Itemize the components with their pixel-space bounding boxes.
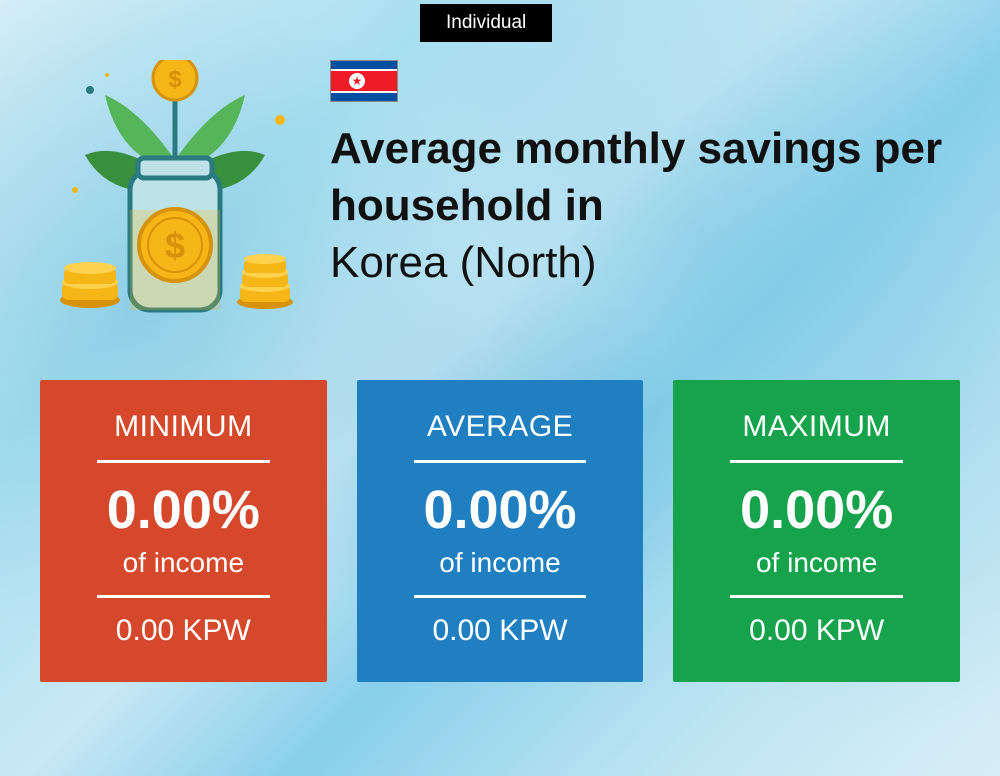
title-country: Korea (North)	[330, 238, 597, 287]
card-label: AVERAGE	[377, 410, 624, 444]
hero-section: $ $ ★ Average mo	[50, 60, 950, 320]
card-amount: 0.00 KPW	[693, 614, 940, 648]
divider	[730, 460, 903, 463]
page-title: Average monthly savings per household in…	[330, 120, 950, 292]
card-label: MINIMUM	[60, 410, 307, 444]
category-badge: Individual	[420, 4, 552, 42]
sparkle-icon	[275, 115, 285, 125]
divider	[730, 595, 903, 598]
card-percent: 0.00%	[60, 479, 307, 541]
sparkle-icon	[105, 73, 109, 77]
card-amount: 0.00 KPW	[377, 614, 624, 648]
coin-stack-right-icon	[237, 254, 293, 309]
card-sub: of income	[377, 547, 624, 579]
north-korea-flag-icon: ★	[330, 60, 398, 102]
card-minimum: MINIMUM 0.00% of income 0.00 KPW	[40, 380, 327, 682]
savings-illustration: $ $	[50, 60, 300, 320]
card-label: MAXIMUM	[693, 410, 940, 444]
card-sub: of income	[60, 547, 307, 579]
sparkle-icon	[86, 86, 94, 94]
stats-cards: MINIMUM 0.00% of income 0.00 KPW AVERAGE…	[40, 380, 960, 682]
card-average: AVERAGE 0.00% of income 0.00 KPW	[357, 380, 644, 682]
divider	[97, 595, 270, 598]
coin-stack-left-icon	[60, 262, 120, 308]
divider	[414, 460, 587, 463]
card-percent: 0.00%	[377, 479, 624, 541]
card-percent: 0.00%	[693, 479, 940, 541]
divider	[97, 460, 270, 463]
card-sub: of income	[693, 547, 940, 579]
title-block: ★ Average monthly savings per household …	[330, 60, 950, 292]
card-maximum: MAXIMUM 0.00% of income 0.00 KPW	[673, 380, 960, 682]
sparkle-icon	[72, 187, 78, 193]
title-metric: Average monthly savings per household in	[330, 124, 942, 230]
svg-text:$: $	[165, 225, 185, 266]
card-amount: 0.00 KPW	[60, 614, 307, 648]
svg-text:$: $	[168, 66, 182, 93]
divider	[414, 595, 587, 598]
